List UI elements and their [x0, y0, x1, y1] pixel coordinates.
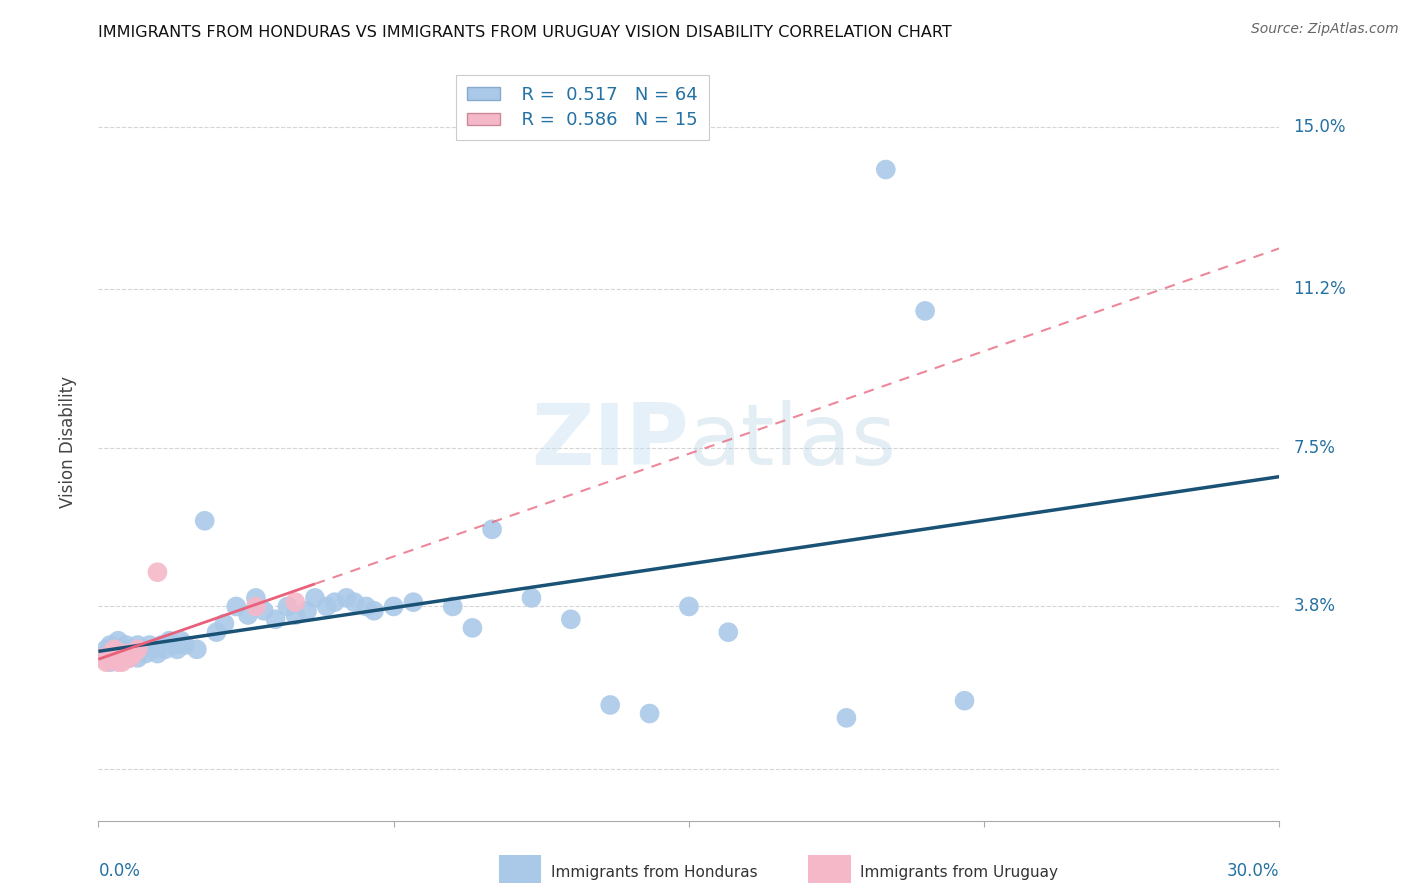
Point [115, 638, 138, 652]
Point [98, 638, 121, 652]
Point [155, 642, 177, 657]
Point [295, 604, 318, 618]
Point [264, 612, 287, 626]
Point [103, 651, 125, 665]
Point [245, 599, 267, 614]
Point [953, 694, 976, 708]
Point [304, 591, 326, 605]
Point [111, 651, 134, 665]
Point [135, 647, 157, 661]
Point [236, 607, 259, 622]
Point [323, 595, 346, 609]
Point [441, 599, 464, 614]
Text: Immigrants from Uruguay: Immigrants from Uruguay [860, 865, 1059, 880]
Point [335, 591, 357, 605]
Point [170, 633, 193, 648]
Point [835, 711, 858, 725]
Text: 3.8%: 3.8% [1294, 598, 1336, 615]
Point [520, 591, 543, 605]
Text: atlas: atlas [689, 400, 897, 483]
Point [98, 655, 121, 669]
Point [284, 595, 307, 609]
Point [174, 638, 197, 652]
Point [146, 565, 169, 579]
Point [122, 647, 145, 661]
Text: ZIP: ZIP [531, 400, 689, 483]
Point [122, 647, 145, 661]
Text: 11.2%: 11.2% [1294, 280, 1346, 299]
Point [118, 651, 141, 665]
Point [717, 625, 740, 640]
Point [678, 599, 700, 614]
Text: 0.0%: 0.0% [98, 863, 141, 880]
Point [107, 655, 129, 669]
Point [162, 638, 184, 652]
Point [461, 621, 484, 635]
Point [91, 651, 114, 665]
Point [245, 591, 267, 605]
Point [107, 651, 129, 665]
Point [481, 522, 503, 536]
Text: Immigrants from Honduras: Immigrants from Honduras [551, 865, 758, 880]
Point [107, 647, 129, 661]
Point [194, 514, 217, 528]
Point [142, 642, 165, 657]
Point [284, 607, 307, 622]
Point [103, 642, 125, 657]
Text: IMMIGRANTS FROM HONDURAS VS IMMIGRANTS FROM URUGUAY VISION DISABILITY CORRELATIO: IMMIGRANTS FROM HONDURAS VS IMMIGRANTS F… [98, 26, 952, 40]
Point [103, 642, 125, 657]
Text: 15.0%: 15.0% [1294, 118, 1346, 136]
Point [91, 651, 114, 665]
Point [402, 595, 425, 609]
Point [343, 595, 366, 609]
Point [638, 706, 661, 721]
Point [560, 612, 582, 626]
Point [107, 633, 129, 648]
Point [118, 642, 141, 657]
Point [98, 647, 121, 661]
Point [138, 638, 160, 652]
Point [127, 638, 149, 652]
Point [127, 642, 149, 657]
Point [363, 604, 385, 618]
Point [96, 647, 118, 661]
Point [205, 625, 228, 640]
Point [111, 642, 134, 657]
Text: 30.0%: 30.0% [1227, 863, 1279, 880]
Point [115, 647, 138, 661]
Point [214, 616, 236, 631]
Point [115, 647, 138, 661]
Point [354, 599, 377, 614]
Point [96, 642, 118, 657]
Point [186, 642, 208, 657]
Point [225, 599, 247, 614]
Point [382, 599, 405, 614]
Text: Source: ZipAtlas.com: Source: ZipAtlas.com [1251, 22, 1399, 37]
Point [875, 162, 897, 177]
Point [127, 651, 149, 665]
Point [166, 642, 188, 657]
Point [157, 633, 180, 648]
Point [253, 604, 276, 618]
Point [118, 651, 141, 665]
Text: 7.5%: 7.5% [1294, 439, 1336, 457]
Y-axis label: Vision Disability: Vision Disability [59, 376, 77, 508]
Point [98, 651, 121, 665]
Point [315, 599, 337, 614]
Point [276, 599, 298, 614]
Point [111, 655, 134, 669]
Point [599, 698, 621, 712]
Point [150, 638, 173, 652]
Legend:   R =  0.517   N = 64,   R =  0.586   N = 15: R = 0.517 N = 64, R = 0.586 N = 15 [457, 75, 709, 140]
Point [96, 655, 118, 669]
Point [914, 304, 936, 318]
Point [131, 642, 153, 657]
Point [146, 647, 169, 661]
